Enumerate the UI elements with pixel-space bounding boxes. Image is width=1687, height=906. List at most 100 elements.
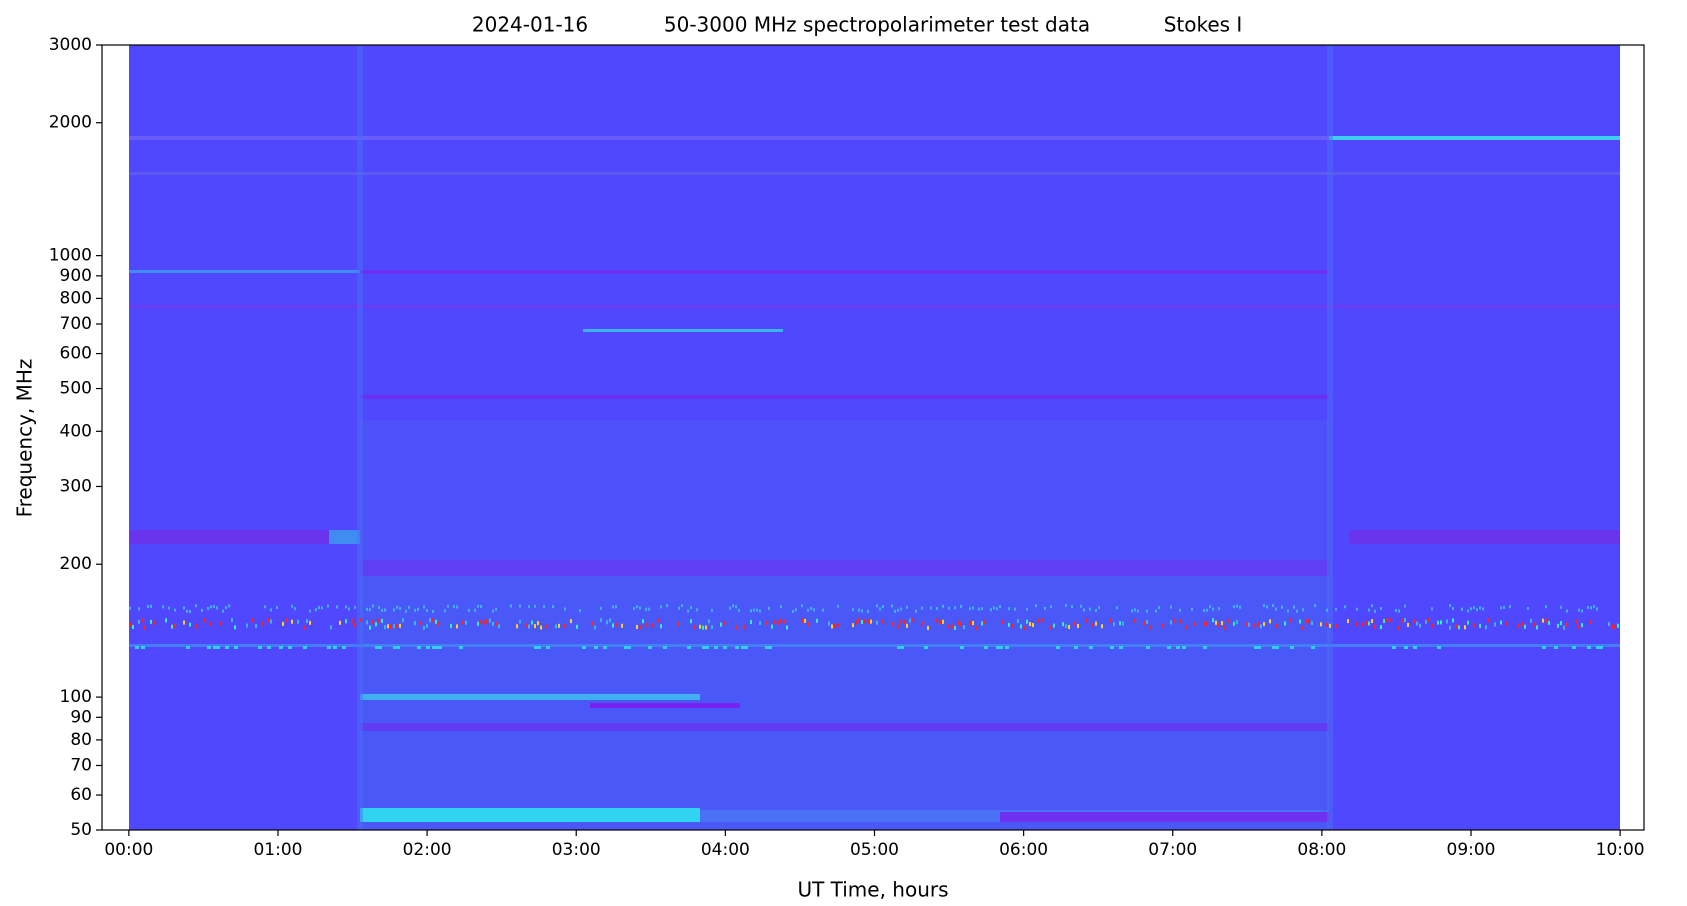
spectrogram-speckle xyxy=(990,608,992,612)
spectrogram-speckle xyxy=(216,606,218,610)
y-tick-label: 2000 xyxy=(49,113,92,133)
spectrogram-speckle xyxy=(1308,619,1310,624)
spectrogram-speckle xyxy=(339,620,341,625)
spectrogram-speckle xyxy=(1506,621,1508,626)
x-tick-label: 00:00 xyxy=(104,840,153,860)
spectrogram-speckle xyxy=(1146,646,1150,649)
spectrogram-speckle xyxy=(1101,624,1103,629)
spectrogram-speckle xyxy=(1002,619,1004,624)
y-tick-label: 1000 xyxy=(49,246,92,266)
spectrogram-speckle xyxy=(1311,621,1313,626)
spectrogram-speckle xyxy=(489,618,491,623)
spectrogram-speckle xyxy=(408,605,410,609)
spectrogram-speckle xyxy=(1122,621,1124,626)
spectrogram-speckle xyxy=(1356,622,1358,627)
spectrogram-speckle xyxy=(738,608,740,612)
spectrogram-speckle xyxy=(1614,624,1616,629)
spectrogram-speckle xyxy=(1236,620,1238,625)
spectrogram-speckle xyxy=(1218,607,1220,611)
spectrogram-speckle xyxy=(1419,623,1421,628)
spectrogram-speckle xyxy=(1581,623,1583,628)
spectrogram-speckle xyxy=(1209,605,1211,609)
spectrogram-speckle xyxy=(648,607,650,611)
spectrogram-speckle xyxy=(468,608,470,612)
spectrogram-speckle xyxy=(759,621,761,626)
spectrogram-speckle xyxy=(459,646,463,649)
spectrogram-speckle xyxy=(969,607,971,611)
spectrogram-speckle xyxy=(1272,604,1274,608)
spectrogram-speckle xyxy=(351,618,353,623)
spectrogram-speckle xyxy=(1065,624,1067,629)
spectrogram-speckle xyxy=(723,620,725,625)
spectrogram-speckle xyxy=(1155,609,1157,613)
spectrogram-speckle xyxy=(210,605,212,609)
spectrogram-speckle xyxy=(903,620,905,625)
spectrogram-speckle xyxy=(486,619,488,624)
spectrogram-speckle xyxy=(867,609,869,613)
spectrogram-speckle xyxy=(399,606,401,610)
spectrogram-speckle xyxy=(414,608,416,612)
spectrogram-speckle xyxy=(837,604,839,608)
spectrogram-speckle xyxy=(375,646,379,649)
spectrogram-speckle xyxy=(150,619,152,624)
spectrogram-band xyxy=(1329,136,1620,140)
spectrogram-speckle xyxy=(720,622,722,627)
spectrogram-speckle xyxy=(1557,623,1559,628)
y-tick-label: 50 xyxy=(70,820,92,840)
spectrogram-speckle xyxy=(1137,609,1139,613)
spectrogram-speckle xyxy=(1083,608,1085,612)
spectrogram-speckle xyxy=(1233,605,1235,609)
spectrogram-speckle xyxy=(1548,620,1550,625)
spectrogram-speckle xyxy=(396,605,398,609)
spectrogram-speckle xyxy=(1236,604,1238,608)
spectrogram-speckle xyxy=(879,607,881,611)
spectrogram-speckle xyxy=(366,620,368,625)
spectrogram-speckle xyxy=(969,621,971,626)
spectrogram-speckle xyxy=(1566,622,1568,627)
spectrogram-speckle xyxy=(174,608,176,612)
spectrogram-speckle xyxy=(348,607,350,611)
spectrogram-speckle xyxy=(447,604,449,608)
spectrogram-speckle xyxy=(417,607,419,611)
spectrogram-speckle xyxy=(948,606,950,610)
spectrogram-speckle xyxy=(384,625,386,630)
spectrogram-speckle xyxy=(1284,621,1286,626)
spectrogram-speckle xyxy=(189,622,191,627)
spectrogram-speckle xyxy=(1092,622,1094,627)
spectrogram-speckle xyxy=(801,604,803,608)
spectrogram-speckle xyxy=(342,646,346,649)
spectrogram-speckle xyxy=(621,623,623,628)
spectrogram-speckle xyxy=(1320,622,1322,627)
spectrogram-speckle xyxy=(189,609,191,613)
spectrogram-speckle xyxy=(279,646,283,649)
spectrogram-speckle xyxy=(1074,621,1076,626)
spectrogram-speckle xyxy=(1170,620,1172,625)
spectrogram-speckle xyxy=(705,625,707,630)
spectrogram-speckle xyxy=(378,618,380,623)
spectrogram-speckle xyxy=(1509,604,1511,608)
spectrogram-speckle xyxy=(783,619,785,624)
spectrogram-speckle xyxy=(735,605,737,609)
spectrogram-speckle xyxy=(1572,646,1576,649)
spectrogram-speckle xyxy=(378,605,380,609)
spectrogram-speckle xyxy=(801,618,803,623)
spectrogram-speckle xyxy=(912,618,914,623)
spectrogram-speckle xyxy=(1191,607,1193,611)
spectrogram-speckle xyxy=(354,605,356,609)
spectrogram-speckle xyxy=(258,646,262,649)
spectrogram-speckle xyxy=(1203,646,1207,649)
spectrogram-speckle xyxy=(1215,620,1217,625)
spectrogram-speckle xyxy=(171,624,173,629)
spectrogram-speckle xyxy=(1173,618,1175,623)
spectrogram-speckle xyxy=(387,624,389,629)
spectrogram-speckle xyxy=(696,608,698,612)
y-tick-label: 700 xyxy=(60,314,92,334)
spectrogram-speckle xyxy=(570,619,572,624)
spectrogram-band xyxy=(129,172,1620,175)
spectrogram-speckle xyxy=(1473,623,1475,628)
spectrogram-speckle xyxy=(294,607,296,611)
spectrogram-speckle xyxy=(1596,607,1598,611)
spectrogram-speckle xyxy=(864,619,866,624)
spectrogram-speckle xyxy=(183,606,185,610)
spectrogram-speckle xyxy=(420,621,422,626)
